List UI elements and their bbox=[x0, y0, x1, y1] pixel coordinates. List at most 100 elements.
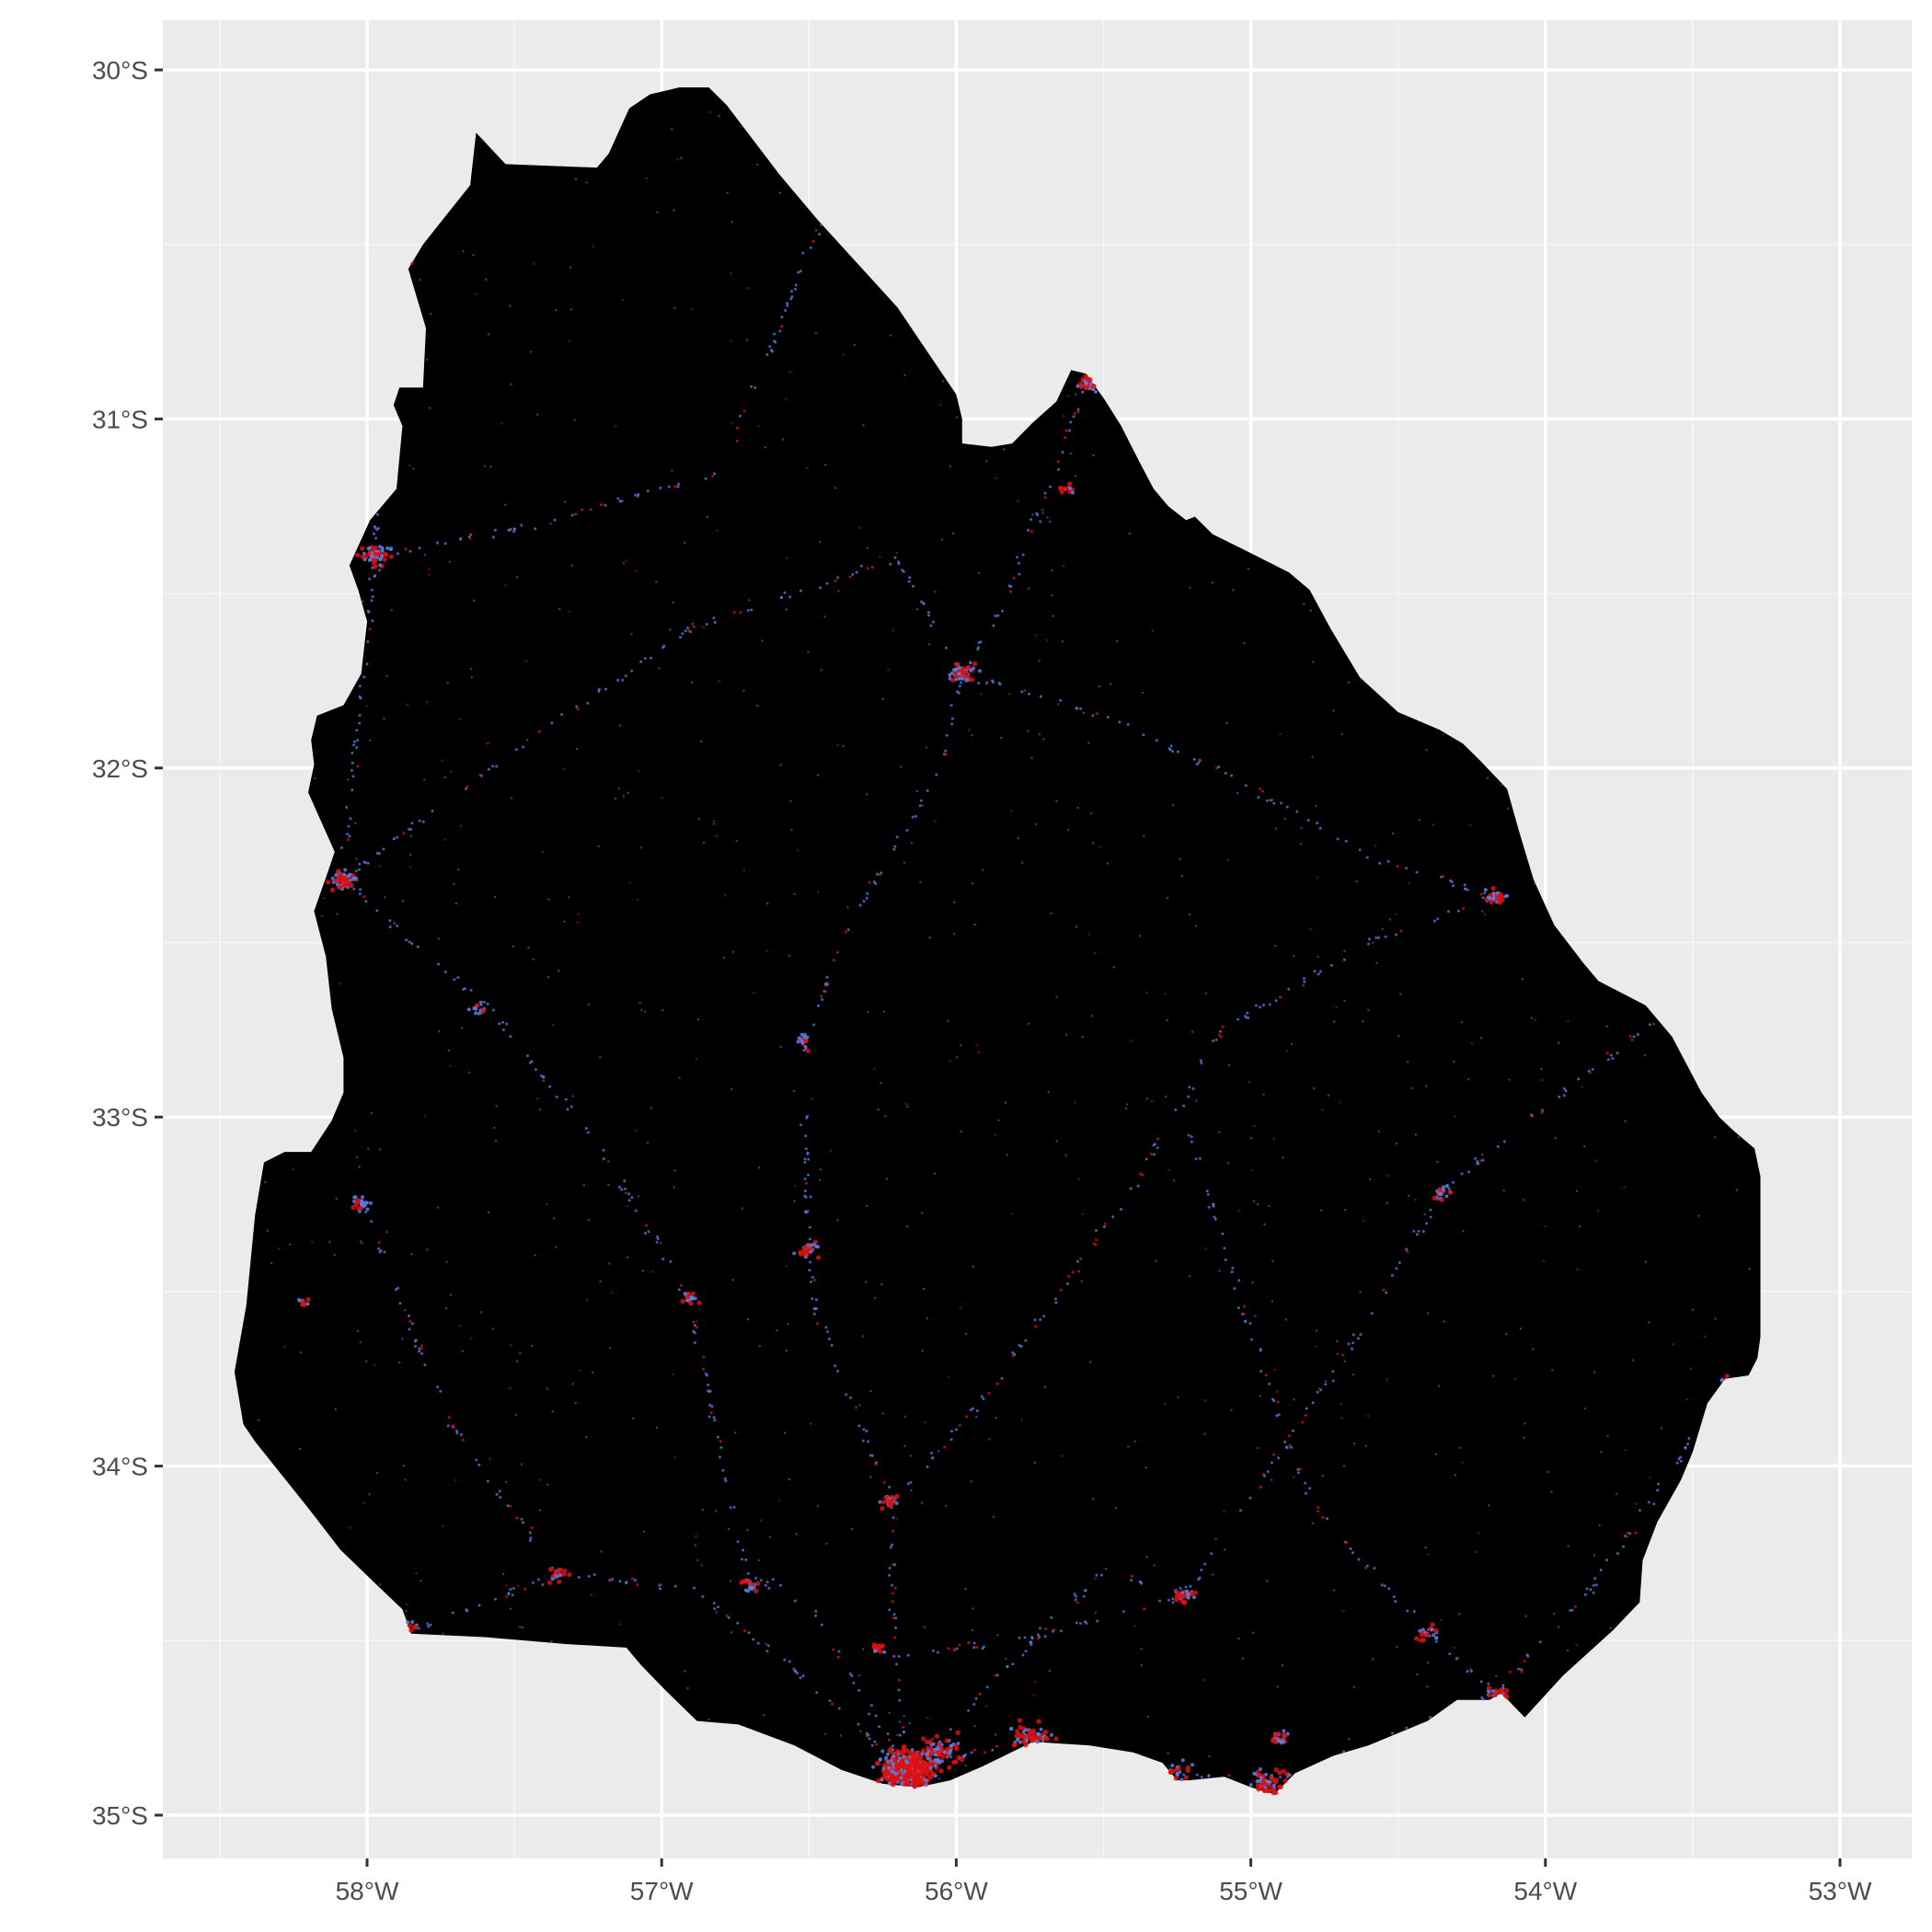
settlement-dot-blue bbox=[970, 1751, 973, 1754]
settlement-dot-red bbox=[1596, 1210, 1600, 1213]
settlement-dot-red bbox=[326, 880, 331, 885]
settlement-dot-blue bbox=[1207, 1205, 1211, 1209]
settlement-dot-blue bbox=[367, 546, 372, 550]
settlement-dot-blue bbox=[526, 1054, 529, 1058]
settlement-dot-blue bbox=[491, 765, 494, 768]
y-tick-label: 35°S bbox=[92, 1801, 148, 1830]
settlement-dot-blue bbox=[390, 609, 393, 612]
settlement-dot-blue bbox=[1190, 1763, 1195, 1767]
settlement-dot-red bbox=[883, 1495, 889, 1501]
settlement-dot-blue bbox=[388, 919, 392, 923]
settlement-dot-red bbox=[1243, 1305, 1246, 1308]
settlement-dot-blue bbox=[977, 682, 981, 684]
settlement-dot-blue bbox=[1167, 1598, 1171, 1602]
settlement-dot-red bbox=[373, 564, 378, 569]
settlement-dot-blue bbox=[1254, 1004, 1258, 1007]
settlement-dot-blue bbox=[656, 211, 659, 213]
settlement-dot-blue bbox=[1577, 1077, 1581, 1081]
settlement-dot-blue bbox=[673, 1186, 675, 1189]
settlement-dot-blue bbox=[416, 945, 420, 949]
settlement-dot-blue bbox=[1085, 1621, 1088, 1625]
settlement-dot-red bbox=[1273, 1767, 1279, 1773]
settlement-dot-blue bbox=[1048, 520, 1052, 523]
settlement-dot-blue bbox=[512, 945, 515, 948]
settlement-dot-blue bbox=[937, 1450, 940, 1453]
settlement-dot-blue bbox=[1126, 723, 1130, 726]
settlement-dot-blue bbox=[1593, 1577, 1597, 1581]
settlement-dot-blue bbox=[815, 1691, 819, 1695]
settlement-dot-blue bbox=[515, 576, 519, 579]
settlement-dot-red bbox=[283, 1345, 286, 1348]
settlement-dot-blue bbox=[1357, 1558, 1361, 1561]
settlement-dot-red bbox=[972, 1748, 976, 1752]
settlement-dot-red bbox=[1226, 858, 1229, 862]
settlement-dot-red bbox=[360, 554, 365, 559]
settlement-dot-blue bbox=[925, 1753, 929, 1757]
settlement-dot-red bbox=[916, 1776, 922, 1781]
settlement-dot-blue bbox=[550, 1640, 553, 1643]
settlement-dot-red bbox=[625, 559, 628, 562]
settlement-dot-blue bbox=[348, 834, 351, 838]
settlement-dot-blue bbox=[1605, 1025, 1609, 1028]
settlement-dot-blue bbox=[1049, 485, 1052, 489]
settlement-dot-red bbox=[1461, 1461, 1464, 1464]
settlement-dot-red bbox=[900, 1750, 905, 1756]
settlement-dot-red bbox=[362, 895, 366, 899]
settlement-dot-blue bbox=[1170, 1764, 1175, 1767]
settlement-dot-blue bbox=[1421, 1230, 1425, 1233]
settlement-dot-red bbox=[1366, 1415, 1370, 1418]
settlement-dot-blue bbox=[1054, 1297, 1057, 1301]
settlement-dot-blue bbox=[903, 1415, 906, 1419]
settlement-dot-blue bbox=[765, 1581, 769, 1584]
settlement-dot-red bbox=[505, 1595, 509, 1598]
settlement-dot-blue bbox=[637, 1195, 640, 1198]
settlement-dot-blue bbox=[949, 704, 953, 707]
settlement-dot-blue bbox=[811, 1275, 814, 1279]
settlement-dot-red bbox=[611, 1291, 614, 1294]
settlement-dot-blue bbox=[707, 1389, 710, 1393]
settlement-dot-red bbox=[524, 660, 528, 662]
settlement-dot-red bbox=[1093, 951, 1097, 955]
settlement-dot-blue bbox=[1120, 1207, 1123, 1211]
settlement-dot-red bbox=[542, 1079, 546, 1083]
settlement-dot-red bbox=[404, 547, 408, 551]
settlement-dot-blue bbox=[685, 627, 689, 629]
settlement-dot-blue bbox=[972, 1607, 974, 1610]
settlement-dot-blue bbox=[677, 482, 681, 486]
settlement-dot-blue bbox=[1039, 1627, 1042, 1630]
settlement-dot-blue bbox=[996, 614, 1000, 617]
settlement-dot-red bbox=[537, 730, 541, 733]
settlement-dot-red bbox=[509, 1386, 512, 1390]
settlement-dot-blue bbox=[730, 1631, 733, 1634]
settlement-dot-blue bbox=[1277, 1413, 1281, 1417]
settlement-dot-blue bbox=[1530, 1113, 1534, 1117]
settlement-dot-blue bbox=[855, 570, 858, 574]
settlement-dot-red bbox=[1243, 1312, 1246, 1316]
settlement-dot-blue bbox=[1152, 1153, 1156, 1156]
settlement-dot-red bbox=[333, 878, 339, 883]
settlement-dot-blue bbox=[382, 847, 385, 851]
settlement-dot-blue bbox=[886, 1732, 890, 1736]
settlement-dot-blue bbox=[920, 1752, 925, 1756]
settlement-dot-blue bbox=[774, 340, 777, 344]
settlement-dot-blue bbox=[1474, 1156, 1477, 1160]
settlement-dot-blue bbox=[494, 1597, 497, 1601]
settlement-dot-red bbox=[1462, 907, 1466, 910]
settlement-dot-blue bbox=[1416, 1673, 1419, 1676]
settlement-dot-blue bbox=[803, 1157, 807, 1161]
settlement-dot-blue bbox=[1359, 1291, 1362, 1294]
settlement-dot-red bbox=[1083, 374, 1088, 379]
settlement-dot-blue bbox=[881, 697, 884, 701]
settlement-dot-blue bbox=[825, 581, 829, 585]
settlement-dot-blue bbox=[1554, 1137, 1557, 1140]
settlement-dot-blue bbox=[1023, 1636, 1027, 1639]
settlement-dot-red bbox=[895, 1517, 898, 1520]
settlement-dot-blue bbox=[1061, 640, 1064, 643]
settlement-dot-red bbox=[947, 1375, 950, 1379]
settlement-dot-red bbox=[977, 1051, 981, 1054]
settlement-dot-blue bbox=[793, 1599, 797, 1603]
settlement-dot-red bbox=[966, 664, 972, 670]
settlement-dot-red bbox=[1012, 1742, 1018, 1748]
settlement-dot-red bbox=[292, 1168, 295, 1171]
settlement-dot-blue bbox=[449, 1294, 453, 1296]
